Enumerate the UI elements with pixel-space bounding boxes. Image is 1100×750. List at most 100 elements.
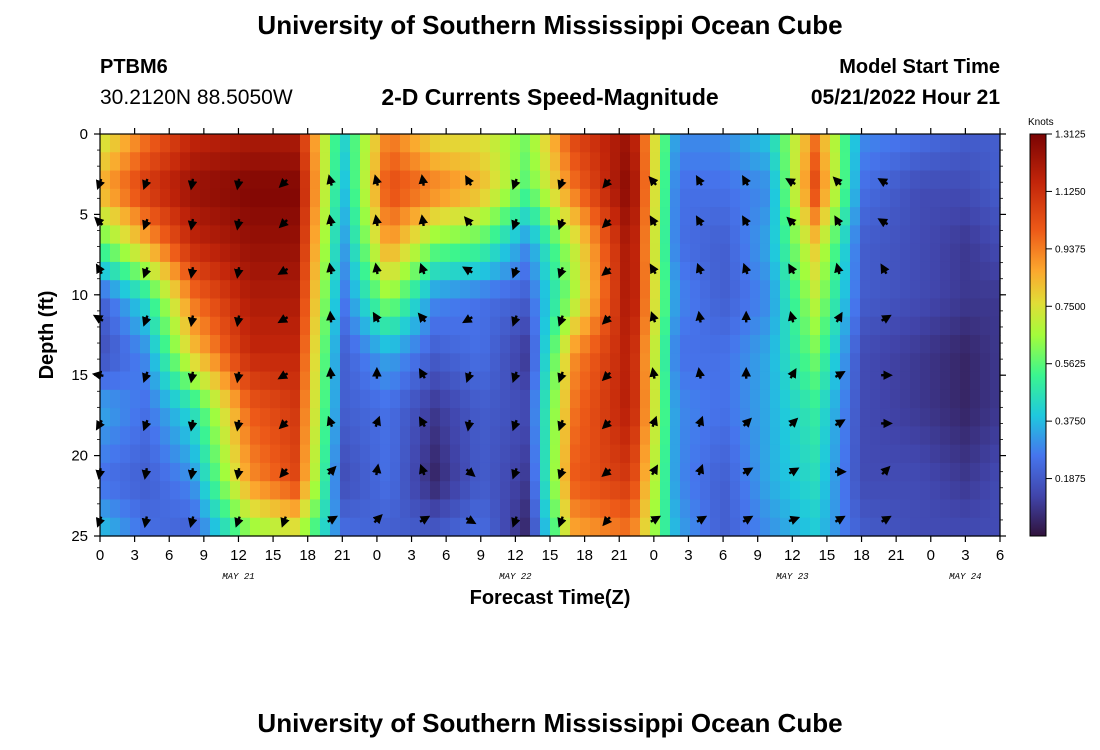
heatmap-cell — [850, 353, 861, 373]
heatmap-cell — [270, 444, 281, 464]
heatmap-cell — [640, 152, 651, 172]
heatmap-cell — [220, 280, 231, 300]
heatmap-cell — [470, 499, 481, 519]
heatmap-cell — [120, 134, 131, 153]
heatmap-cell — [130, 371, 141, 391]
heatmap-cell — [690, 170, 701, 190]
heatmap-cell — [270, 207, 281, 226]
heatmap-cell — [910, 261, 921, 281]
heatmap-cell — [180, 243, 191, 263]
heatmap-cell — [620, 188, 631, 208]
heatmap-cell — [870, 134, 881, 153]
heatmap-cell — [830, 134, 841, 153]
heatmap-cell — [270, 261, 281, 281]
heatmap-cell — [170, 499, 181, 519]
heatmap-cell — [780, 188, 791, 208]
heatmap-cell — [700, 371, 711, 391]
heatmap-cell — [820, 444, 831, 464]
heatmap-cell — [990, 335, 1001, 354]
heatmap-cell — [210, 517, 221, 537]
y-axis-title: Depth (ft) — [36, 291, 58, 380]
heatmap-cell — [940, 298, 951, 318]
y-tick-label: 5 — [80, 206, 88, 223]
current-vector-arrow — [557, 419, 567, 432]
heatmap-cell — [170, 481, 181, 501]
heatmap-cell — [320, 170, 331, 190]
current-vector-arrow — [419, 463, 429, 476]
heatmap-cell — [880, 152, 891, 172]
heatmap-cell — [510, 481, 521, 501]
heatmap-cell — [600, 408, 611, 427]
heatmap-cell — [510, 188, 521, 208]
heatmap-cell — [820, 261, 831, 281]
heatmap-cell — [560, 426, 571, 446]
heatmap-cell — [110, 243, 121, 263]
heatmap-cell — [240, 280, 251, 300]
heatmap-cell — [760, 499, 771, 519]
colorbar-tick-label: 1.1250 — [1055, 187, 1086, 198]
heatmap-cell — [200, 499, 211, 519]
heatmap-cell — [960, 243, 971, 263]
heatmap-cell — [670, 316, 681, 336]
heatmap-cell — [710, 517, 721, 537]
heatmap-cell — [650, 316, 661, 336]
heatmap-cell — [560, 298, 571, 318]
heatmap-cell — [340, 261, 351, 281]
heatmap-cell — [880, 225, 891, 245]
heatmap-cell — [780, 462, 791, 482]
heatmap-cell — [780, 316, 791, 336]
heatmap-cell — [530, 481, 541, 501]
heatmap-cell — [410, 316, 421, 336]
heatmap-cell — [450, 243, 461, 263]
heatmap-cell — [920, 207, 931, 226]
y-tick-label: 15 — [71, 367, 88, 384]
heatmap-cell — [820, 207, 831, 226]
heatmap-cell — [500, 298, 511, 318]
heatmap-cell — [270, 335, 281, 354]
heatmap-cell — [610, 389, 621, 409]
current-vector-arrow — [601, 467, 612, 477]
heatmap-cell — [850, 426, 861, 446]
heatmap-cell — [880, 408, 891, 427]
heatmap-cell — [850, 499, 861, 519]
heatmap-cell — [410, 353, 421, 373]
heatmap-cell — [610, 225, 621, 245]
heatmap-cell — [500, 462, 511, 482]
heatmap-cell — [710, 353, 721, 373]
heatmap-cell — [200, 243, 211, 263]
current-vector-arrow — [511, 467, 521, 480]
heatmap-cell — [700, 408, 711, 427]
heatmap-cell — [780, 426, 791, 446]
heatmap-cell — [580, 462, 591, 482]
current-vector-arrow — [787, 310, 798, 323]
heatmap-cell — [520, 444, 531, 464]
heatmap-cell — [600, 389, 611, 409]
heatmap-cell — [740, 316, 751, 336]
heatmap-cell — [840, 444, 851, 464]
heatmap-cell — [790, 517, 801, 537]
heatmap-cell — [460, 517, 471, 537]
heatmap-cell — [890, 353, 901, 373]
heatmap-cell — [670, 207, 681, 226]
heatmap-cell — [540, 207, 551, 226]
heatmap-cell — [180, 207, 191, 226]
heatmap-cell — [280, 134, 291, 153]
heatmap-cell — [720, 517, 731, 537]
heatmap-cell — [320, 134, 331, 153]
heatmap-cell — [950, 389, 961, 409]
heatmap-cell — [130, 188, 141, 208]
heatmap-cell — [910, 481, 921, 501]
heatmap-cell — [640, 499, 651, 519]
heatmap-cell — [170, 371, 181, 391]
heatmap-cell — [260, 225, 271, 245]
heatmap-cell — [410, 298, 421, 318]
current-vector-arrow — [601, 419, 612, 430]
heatmap-cell — [920, 481, 931, 501]
heatmap-cell — [320, 481, 331, 501]
heatmap-cell — [130, 152, 141, 172]
heatmap-cell — [340, 389, 351, 409]
current-vector-arrow — [187, 516, 198, 528]
heatmap-cell — [150, 243, 161, 263]
heatmap-cell — [880, 481, 891, 501]
heatmap-cell — [330, 188, 341, 208]
